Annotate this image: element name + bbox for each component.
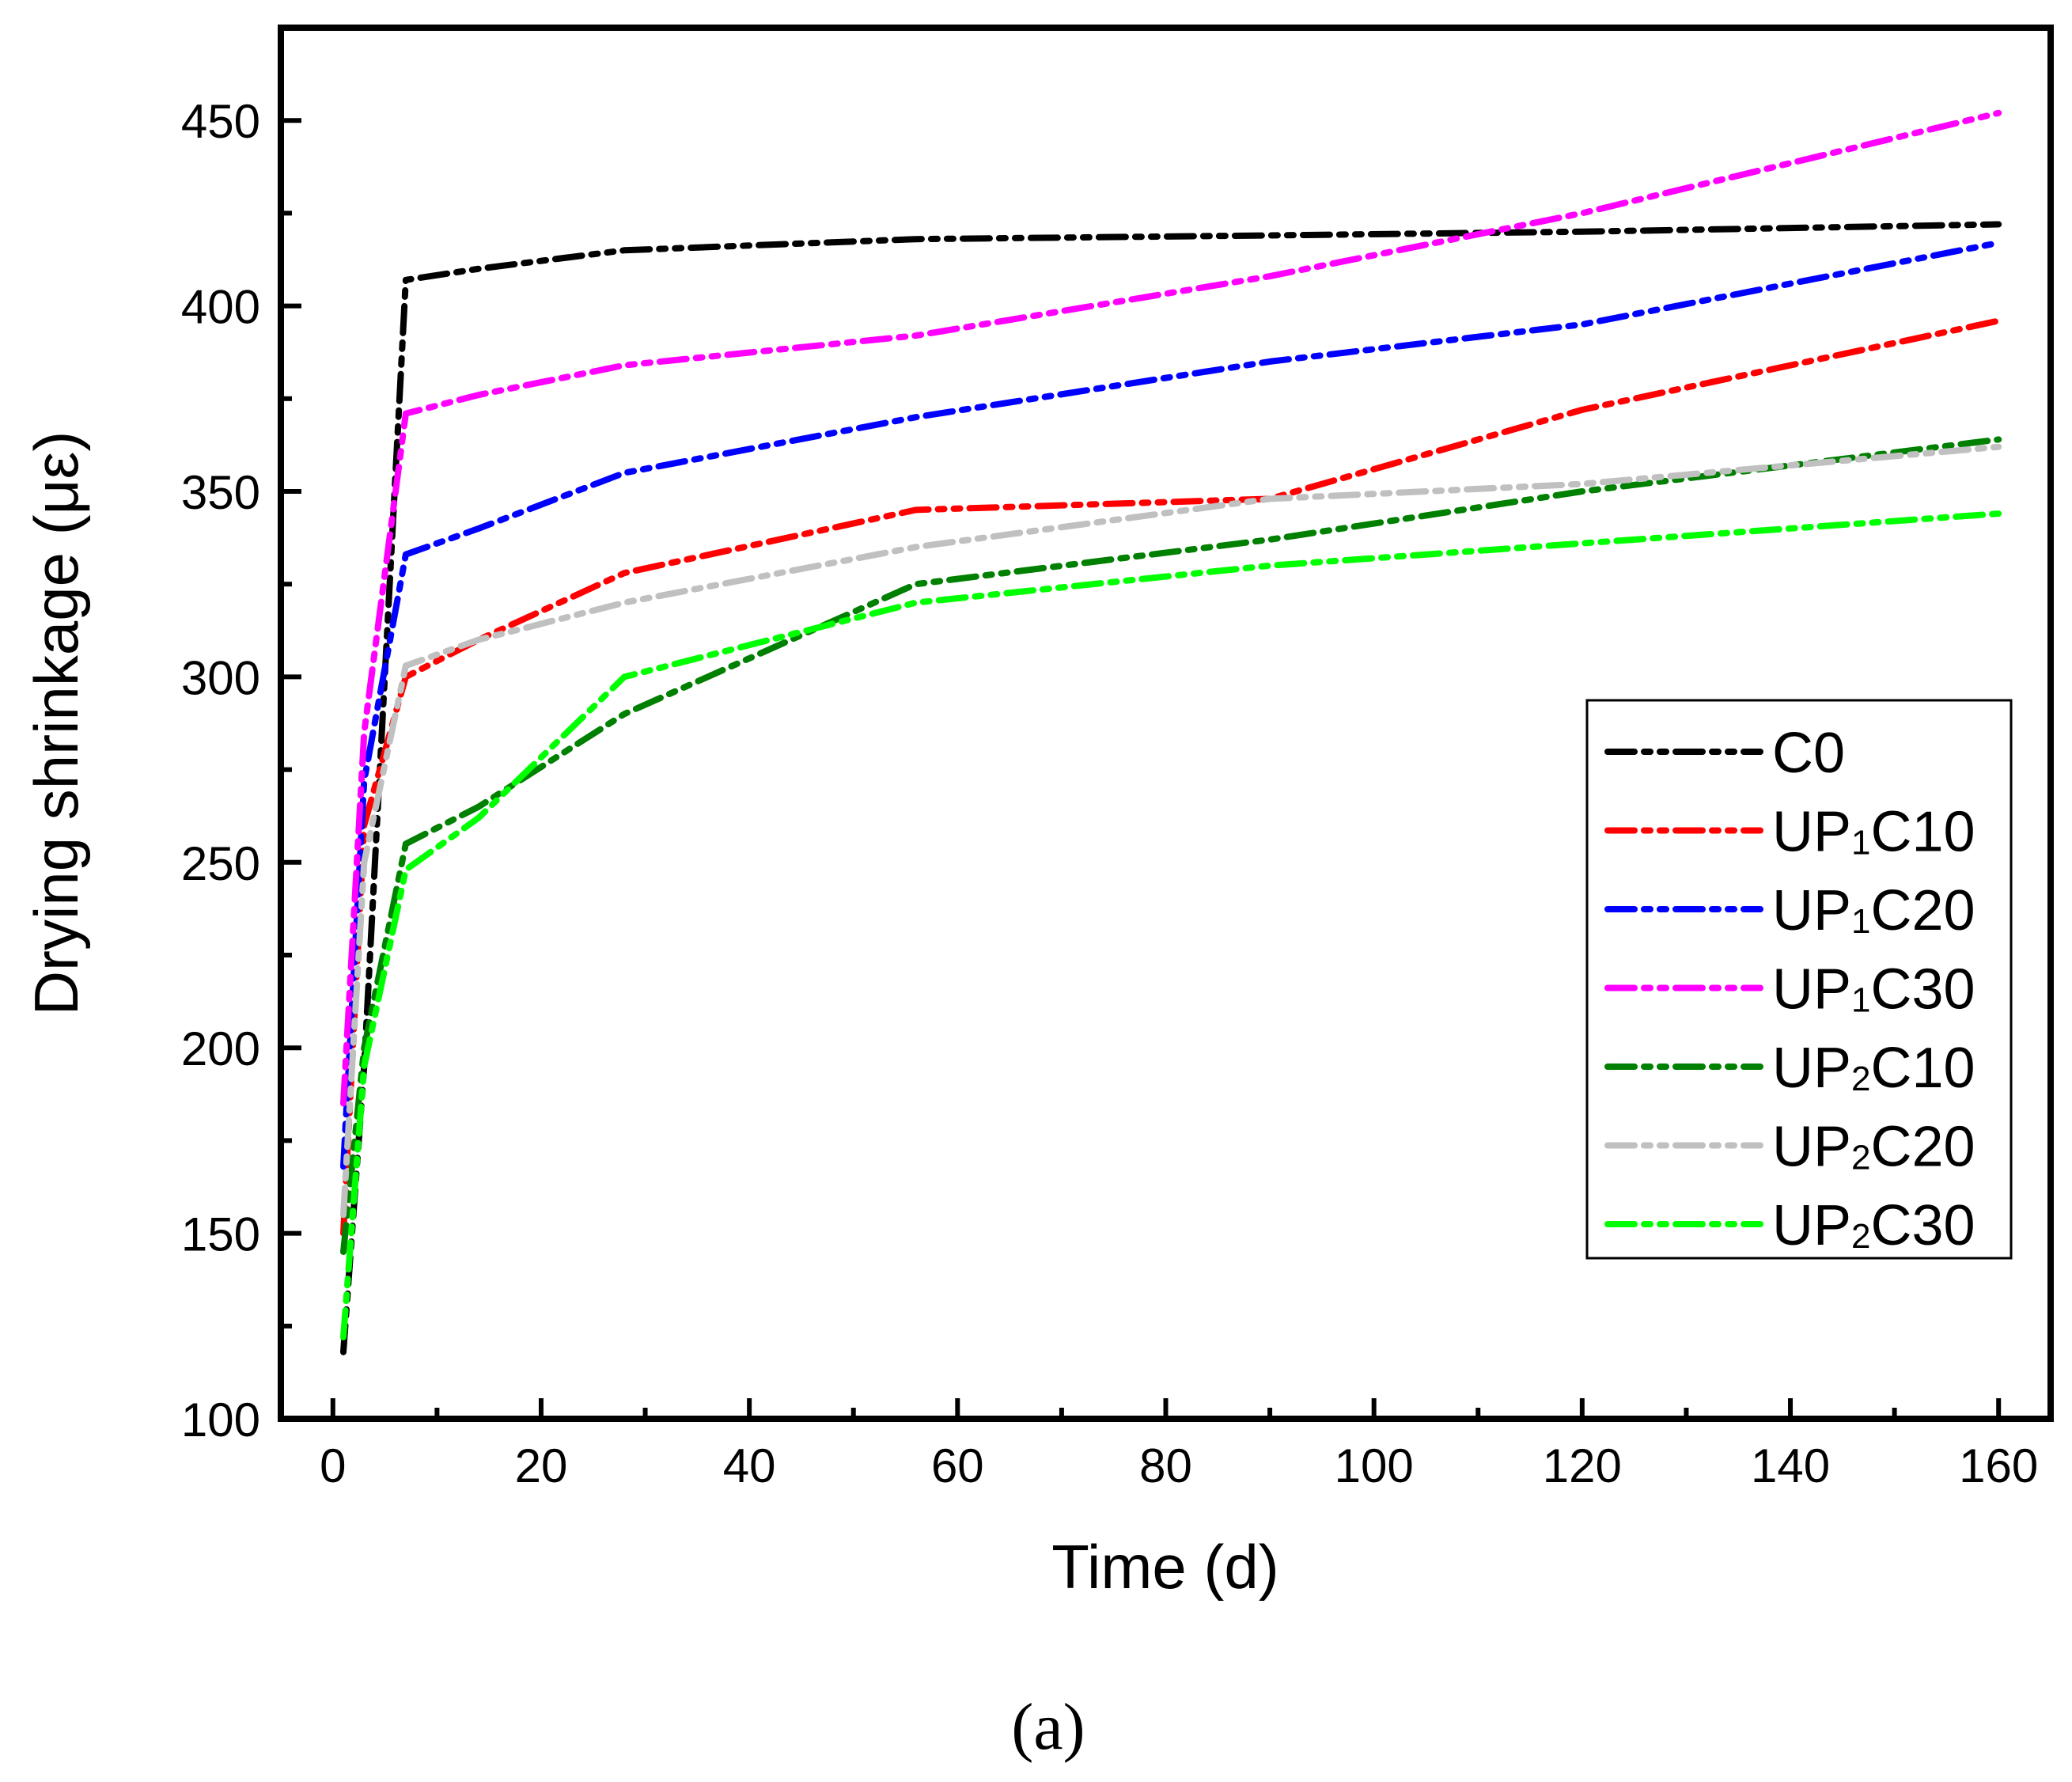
y-tick-label: 300 [181, 651, 260, 704]
plot-marks [340, 109, 2002, 1355]
y-axis-ticks: 100 150 200 250 300 350 400 450 [181, 25, 301, 1446]
x-tick-label: 140 [1751, 1439, 1830, 1492]
series-line-up1c30 [340, 109, 2002, 1107]
legend-label-up2c20: UP2C20 [1772, 1116, 1975, 1179]
legend-label-up1c20: UP1C20 [1772, 879, 1975, 942]
x-axis-label: Time (d) [1051, 1532, 1278, 1602]
x-tick-label: 80 [1139, 1439, 1192, 1492]
y-tick-label: 250 [181, 837, 260, 890]
legend-label-up2c30: UP2C30 [1772, 1194, 1975, 1257]
legend-label-up2c10: UP2C10 [1772, 1037, 1975, 1100]
x-tick-label: 20 [515, 1439, 568, 1492]
x-tick-label: 120 [1543, 1439, 1622, 1492]
figure-caption: (a) [1011, 1690, 1085, 1764]
y-tick-label: 100 [181, 1393, 260, 1446]
y-axis-label: Drying shrinkage (με) [21, 431, 91, 1016]
series-line-up1c10 [340, 317, 2002, 1237]
y-tick-label: 350 [181, 466, 260, 519]
legend-label-up1c30: UP1C30 [1772, 958, 1975, 1022]
legend: C0 UP1C10 UP1C20 UP1C30 UP2C10 UP2C20 UP2C30 [1585, 699, 2013, 1260]
x-tick-label: 100 [1335, 1439, 1414, 1492]
x-tick-label: 0 [320, 1439, 346, 1492]
x-tick-label: 40 [723, 1439, 776, 1492]
series-line-up1c20 [340, 239, 2002, 1170]
legend-label-up1c10: UP1C10 [1772, 801, 1975, 864]
series-line-up2c10 [340, 436, 2002, 1255]
y-tick-label: 400 [181, 281, 260, 334]
y-tick-label: 200 [181, 1022, 260, 1075]
y-tick-label: 150 [181, 1208, 260, 1261]
y-tick-label: 450 [181, 95, 260, 148]
series-line-up2c30 [340, 510, 2002, 1340]
x-axis-ticks: 0 20 40 60 80 100 120 140 160 [320, 1398, 2038, 1492]
legend-box [1585, 699, 2013, 1260]
x-tick-label: 60 [931, 1439, 984, 1492]
series-line-up2c20 [340, 443, 2002, 1219]
legend-label-c0: C0 [1772, 722, 1845, 785]
x-tick-label: 160 [1959, 1439, 2038, 1492]
